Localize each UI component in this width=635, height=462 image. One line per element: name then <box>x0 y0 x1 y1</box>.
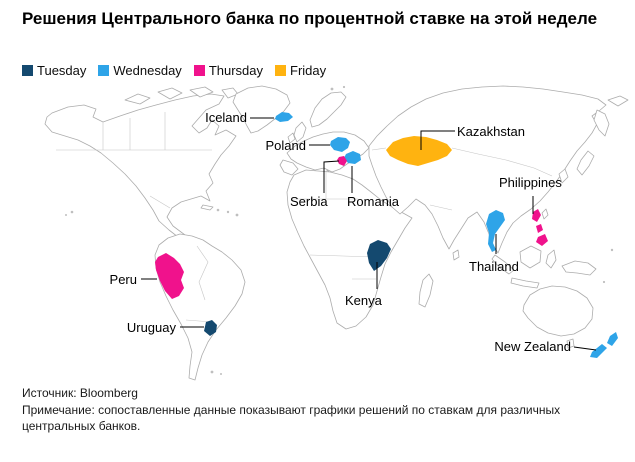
legend-item-wednesday: Wednesday <box>98 63 182 78</box>
country-label-iceland: Iceland <box>205 110 247 125</box>
country-label-uruguay: Uruguay <box>127 320 177 335</box>
chart-title: Решения Центрального банка по процентной… <box>22 9 598 28</box>
country-shape-new-zealand <box>590 332 618 358</box>
internal-borders <box>56 112 553 323</box>
country-shape-kenya <box>367 240 391 271</box>
leader-lines <box>141 117 597 351</box>
kamchatka <box>593 109 610 137</box>
japan <box>576 150 595 176</box>
philippines-mindanao <box>536 234 548 246</box>
footer: Источник: Bloomberg Примечание: сопостав… <box>22 386 600 434</box>
legend: Tuesday Wednesday Thursday Friday <box>22 63 326 78</box>
madagascar <box>418 273 434 308</box>
chukotka <box>607 95 629 107</box>
note-line: Примечание: сопоставленные данные показы… <box>22 402 561 433</box>
country-shape-iceland <box>275 112 293 122</box>
new-guinea <box>561 260 597 276</box>
tasmania <box>566 338 575 349</box>
country-label-philippines: Philippines <box>499 175 562 190</box>
sumatra <box>491 254 515 275</box>
legend-label-tuesday: Tuesday <box>37 63 87 78</box>
country-label-peru: Peru <box>110 272 137 287</box>
country-shape-serbia <box>337 156 347 166</box>
legend-swatch-thursday <box>193 65 205 76</box>
country-label-romania: Romania <box>347 194 400 209</box>
country-labels: Iceland Poland Serbia Romania Kazakhstan… <box>110 110 571 354</box>
country-label-poland: Poland <box>266 138 306 153</box>
legend-item-thursday: Thursday <box>193 63 264 78</box>
continent-australia <box>522 285 594 337</box>
java <box>510 277 540 289</box>
country-shape-kazakhstan <box>386 136 452 166</box>
highlighted-countries <box>155 112 618 358</box>
legend-swatch-friday <box>275 65 287 76</box>
small-islands <box>65 85 614 375</box>
country-shape-philippines <box>532 209 548 246</box>
sulawesi <box>545 249 557 269</box>
legend-item-friday: Friday <box>275 63 326 78</box>
country-shape-thailand <box>486 210 505 252</box>
continent-north-america <box>44 93 237 246</box>
british-isles <box>287 121 307 144</box>
legend-swatch-wednesday <box>98 65 110 76</box>
country-label-serbia: Serbia <box>290 194 328 209</box>
country-label-kenya: Kenya <box>345 293 383 308</box>
philippines-luzon <box>532 209 541 222</box>
legend-label-friday: Friday <box>290 63 327 78</box>
source-line: Источник: Bloomberg <box>22 386 138 400</box>
legend-label-thursday: Thursday <box>208 63 264 78</box>
country-label-kazakhstan: Kazakhstan <box>457 124 525 139</box>
country-label-new-zealand: New Zealand <box>494 339 571 354</box>
greenland <box>232 85 291 134</box>
country-shape-peru <box>155 253 184 299</box>
new-zealand-north-island <box>607 332 618 346</box>
leader-serbia <box>323 160 340 193</box>
philippines-visayas <box>536 224 543 233</box>
scandinavia <box>309 91 347 128</box>
korea <box>558 168 569 184</box>
leader-kazakhstan <box>420 130 455 150</box>
continents <box>44 85 629 381</box>
borneo <box>519 245 542 269</box>
legend-item-tuesday: Tuesday <box>22 63 86 78</box>
iberia <box>279 159 299 176</box>
legend-label-wednesday: Wednesday <box>113 63 182 78</box>
leader-new-zealand <box>573 346 597 351</box>
legend-swatch-tuesday <box>22 65 33 76</box>
taiwan <box>541 208 549 220</box>
arctic-islands <box>124 86 239 105</box>
country-label-thailand: Thailand <box>469 259 519 274</box>
country-shape-uruguay <box>204 320 217 336</box>
continent-africa <box>286 169 413 330</box>
country-shape-poland <box>330 137 350 152</box>
country-shape-romania <box>344 151 361 164</box>
new-zealand-south-island <box>590 344 607 358</box>
continent-asia <box>368 85 607 254</box>
cuba <box>200 204 214 211</box>
sri-lanka <box>452 249 460 261</box>
